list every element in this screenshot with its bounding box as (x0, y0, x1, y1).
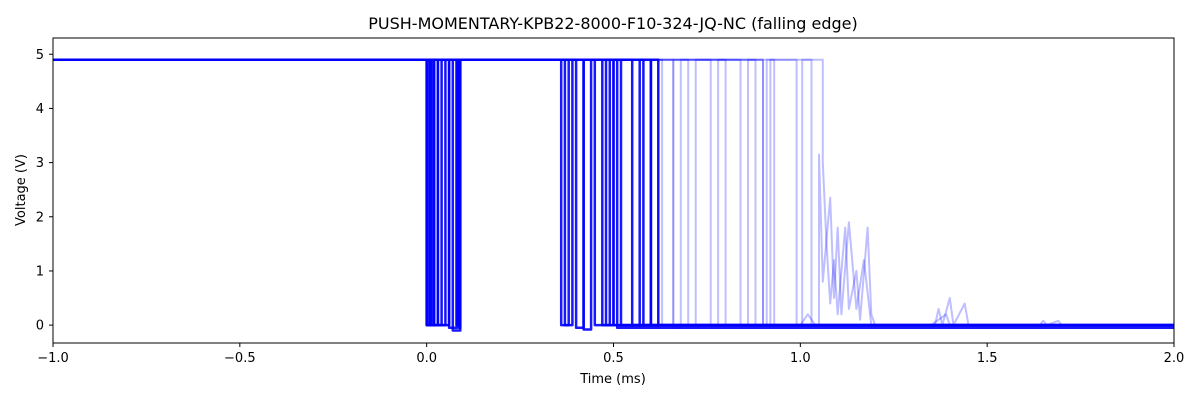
x-tick-label: 2.0 (1164, 351, 1185, 366)
y-tick-label: 1 (36, 264, 44, 279)
series-line-5 (53, 58, 1174, 330)
y-tick-label: 5 (36, 48, 44, 63)
y-axis: 0 1 2 3 4 5 (36, 48, 53, 334)
x-tick-label: −0.5 (224, 351, 256, 366)
y-tick-label: 4 (36, 102, 44, 117)
x-tick-label: −1.0 (37, 351, 69, 366)
main-series-group (53, 58, 1174, 332)
x-tick-label: 1.5 (977, 351, 998, 366)
y-tick-label: 0 (36, 319, 44, 334)
faint-series-line-4 (53, 58, 1174, 327)
x-tick-label: 0.0 (416, 351, 437, 366)
plot-area (52, 37, 1175, 344)
x-axis: −1.0 −0.5 0.0 0.5 1.0 1.5 2.0 (37, 343, 1184, 366)
x-tick-label: 1.0 (790, 351, 811, 366)
x-tick-label: 0.5 (603, 351, 624, 366)
y-tick-label: 3 (36, 156, 44, 171)
y-tick-label: 2 (36, 210, 44, 225)
y-axis-label: Voltage (V) (14, 154, 29, 226)
chart-title: PUSH-MOMENTARY-KPB22-8000-F10-324-JQ-NC … (368, 14, 858, 33)
x-axis-label: Time (ms) (579, 372, 646, 387)
